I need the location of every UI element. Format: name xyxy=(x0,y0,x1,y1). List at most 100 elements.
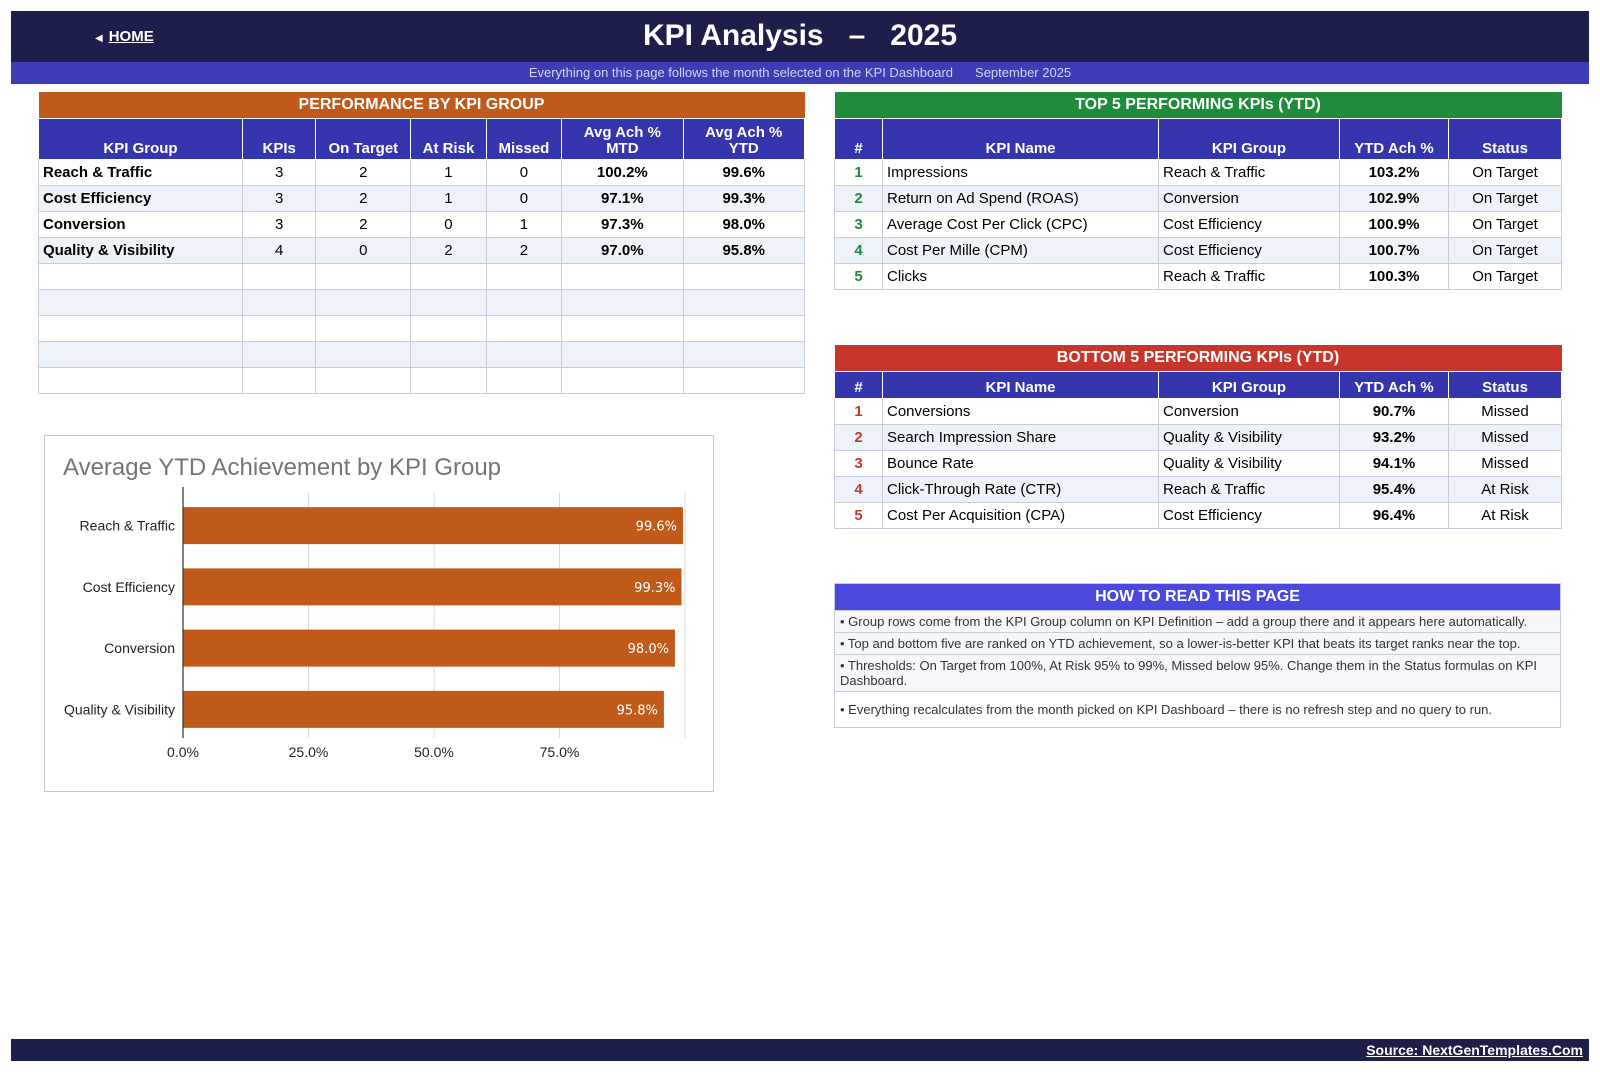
bottom5-ytd: 93.2% xyxy=(1339,423,1449,451)
performance-empty-cell xyxy=(561,262,684,290)
bottom5-status: At Risk xyxy=(1448,501,1562,529)
performance-cell: 97.3% xyxy=(561,210,684,238)
performance-cell: 3 xyxy=(241,184,317,212)
how-to-tip: • Group rows come from the KPI Group col… xyxy=(835,610,1560,632)
bottom5-kpi-group: Quality & Visibility xyxy=(1158,423,1340,451)
bottom5-kpi-name: Click-Through Rate (CTR) xyxy=(882,475,1159,503)
performance-cell: Conversion xyxy=(38,210,243,238)
performance-empty-cell xyxy=(315,262,412,290)
performance-empty-cell xyxy=(682,288,805,316)
top5-row: 1 Impressions Reach & Traffic 103.2% On Targ… xyxy=(834,158,1562,186)
performance-empty-row xyxy=(38,262,805,290)
chart-bar xyxy=(183,690,664,728)
performance-cell: 97.1% xyxy=(561,184,684,212)
top5-ytd: 100.7% xyxy=(1339,236,1449,264)
top5-status: On Target xyxy=(1448,210,1562,238)
top5-col-header: KPI Group xyxy=(1158,117,1340,160)
back-triangle-icon: ◀ xyxy=(95,33,103,44)
performance-empty-cell xyxy=(485,288,563,316)
performance-cell: 97.0% xyxy=(561,236,684,264)
top5-status: On Target xyxy=(1448,184,1562,212)
performance-header-row: KPI Group KPIs On Target At Risk Missed Avg A… xyxy=(38,117,805,160)
performance-empty-cell xyxy=(682,340,805,368)
performance-row: Quality & Visibility 4 0 2 2 97.0% 95.8% xyxy=(38,236,805,264)
performance-cell: 3 xyxy=(241,158,317,186)
top5-kpi-name: Return on Ad Spend (ROAS) xyxy=(882,184,1159,212)
bottom5-kpi-group: Conversion xyxy=(1158,397,1340,425)
bottom5-kpi-group: Cost Efficiency xyxy=(1158,501,1340,529)
performance-empty-cell xyxy=(485,314,563,342)
performance-empty-cell xyxy=(682,314,805,342)
performance-cell: 0 xyxy=(315,236,412,264)
ytd-achievement-chart: Average YTD Achievement by KPI Group 99.… xyxy=(44,435,714,792)
performance-col-header: KPI Group xyxy=(38,117,243,160)
page-footer: Source: NextGenTemplates.Com xyxy=(11,1039,1589,1061)
bottom5-kpi-group: Quality & Visibility xyxy=(1158,449,1340,477)
performance-cell: 2 xyxy=(315,210,412,238)
performance-empty-cell xyxy=(682,366,805,394)
chart-tick-label: 50.0% xyxy=(414,744,454,760)
bottom5-rank: 4 xyxy=(834,475,883,503)
performance-cell: 4 xyxy=(241,236,317,264)
performance-cell: 3 xyxy=(241,210,317,238)
bottom5-ytd: 96.4% xyxy=(1339,501,1449,529)
top5-band: TOP 5 PERFORMING KPIs (YTD) xyxy=(834,92,1562,118)
performance-cell: 95.8% xyxy=(682,236,805,264)
selected-month: September 2025 xyxy=(975,65,1072,80)
performance-empty-cell xyxy=(485,366,563,394)
performance-empty-cell xyxy=(315,366,412,394)
performance-col-header: KPIs xyxy=(241,117,317,160)
source-link[interactable]: Source: NextGenTemplates.Com xyxy=(1366,1042,1583,1058)
top5-status: On Target xyxy=(1448,158,1562,186)
top5-rank: 5 xyxy=(834,262,883,290)
performance-empty-cell xyxy=(561,314,684,342)
top5-kpi-group: Cost Efficiency xyxy=(1158,236,1340,264)
home-label[interactable]: HOME xyxy=(108,28,154,45)
bottom5-row: 3 Bounce Rate Quality & Visibility 94.1% Mis… xyxy=(834,449,1562,477)
top5-status: On Target xyxy=(1448,262,1562,290)
bottom5-row: 1 Conversions Conversion 90.7% Missed xyxy=(834,397,1562,425)
top5-kpi-group: Reach & Traffic xyxy=(1158,262,1340,290)
bottom5-table: BOTTOM 5 PERFORMING KPIs (YTD) # KPI Name K… xyxy=(834,345,1562,529)
performance-empty-cell xyxy=(682,262,805,290)
top5-rank: 1 xyxy=(834,158,883,186)
bottom5-col-header: # xyxy=(834,370,883,399)
performance-empty-cell xyxy=(315,314,412,342)
performance-cell: 1 xyxy=(485,210,563,238)
bottom5-row: 4 Click-Through Rate (CTR) Reach & Traffic… xyxy=(834,475,1562,503)
top5-rank: 4 xyxy=(834,236,883,264)
home-link[interactable]: ◀ HOME xyxy=(95,28,154,45)
top5-col-header: Status xyxy=(1448,117,1562,160)
top5-row: 2 Return on Ad Spend (ROAS) Conversion 102.… xyxy=(834,184,1562,212)
performance-empty-cell xyxy=(485,262,563,290)
performance-empty-cell xyxy=(315,288,412,316)
how-to-tip: • Everything recalculates from the month… xyxy=(835,691,1560,727)
top5-kpi-name: Impressions xyxy=(882,158,1159,186)
performance-empty-cell xyxy=(38,288,243,316)
bottom5-kpi-name: Cost Per Acquisition (CPA) xyxy=(882,501,1159,529)
performance-band: PERFORMANCE BY KPI GROUP xyxy=(38,92,805,118)
bottom5-kpi-name: Search Impression Share xyxy=(882,423,1159,451)
top5-kpi-name: Clicks xyxy=(882,262,1159,290)
top5-kpi-name: Cost Per Mille (CPM) xyxy=(882,236,1159,264)
chart-title: Average YTD Achievement by KPI Group xyxy=(63,454,502,481)
performance-cell: 0 xyxy=(485,158,563,186)
performance-cell: 2 xyxy=(315,158,412,186)
bottom5-rank: 1 xyxy=(834,397,883,425)
bottom5-title: BOTTOM 5 PERFORMING KPIs (YTD) xyxy=(834,345,1562,371)
top5-ytd: 100.3% xyxy=(1339,262,1449,290)
top5-col-header: YTD Ach % xyxy=(1339,117,1449,160)
performance-empty-cell xyxy=(410,288,487,316)
top5-col-header: KPI Name xyxy=(882,117,1159,160)
bottom5-rank: 2 xyxy=(834,423,883,451)
performance-empty-cell xyxy=(241,262,317,290)
performance-empty-cell xyxy=(410,340,487,368)
bottom5-rank: 5 xyxy=(834,501,883,529)
bottom5-kpi-name: Conversions xyxy=(882,397,1159,425)
chart-category-label: Cost Efficiency xyxy=(83,579,175,595)
performance-empty-cell xyxy=(561,366,684,394)
bottom5-col-header: KPI Group xyxy=(1158,370,1340,399)
top5-rank: 2 xyxy=(834,184,883,212)
page-header: ◀ HOME KPI Analysis – 2025 xyxy=(11,11,1589,62)
top5-kpi-group: Conversion xyxy=(1158,184,1340,212)
